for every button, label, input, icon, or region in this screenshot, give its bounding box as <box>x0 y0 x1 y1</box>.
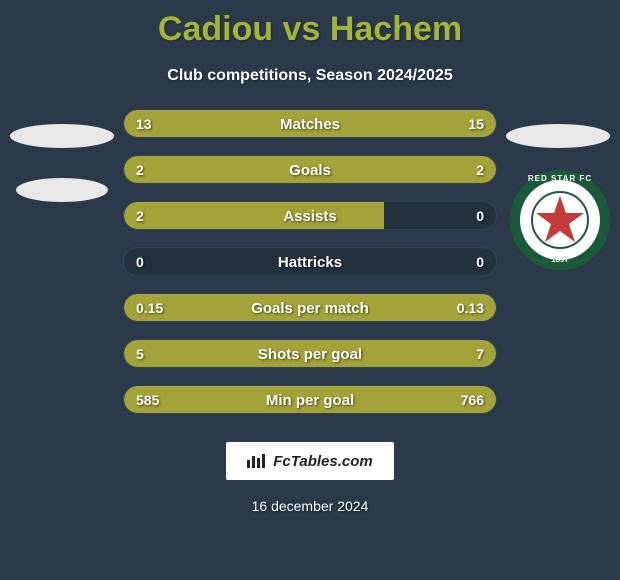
stat-row: 13Matches15 <box>123 109 497 138</box>
player-left-placeholder-1 <box>10 124 114 148</box>
stat-label: Min per goal <box>124 386 496 413</box>
stat-value-right: 766 <box>461 386 484 413</box>
stat-label: Matches <box>124 110 496 137</box>
stat-value-right: 2 <box>476 156 484 183</box>
stat-value-right: 0 <box>476 202 484 229</box>
stat-row: 0Hattricks0 <box>123 247 497 276</box>
stat-label: Goals per match <box>124 294 496 321</box>
player-left-placeholder-2 <box>16 178 108 202</box>
stat-row: 5Shots per goal7 <box>123 339 497 368</box>
stat-label: Hattricks <box>124 248 496 275</box>
stat-value-right: 0 <box>476 248 484 275</box>
date-text: 16 december 2024 <box>0 498 620 514</box>
branding-badge[interactable]: FcTables.com <box>226 442 394 480</box>
badge-year: 1897 <box>510 255 610 264</box>
club-badge-redstar: RED STAR FC 1897 <box>510 170 610 270</box>
stat-row: 0.15Goals per match0.13 <box>123 293 497 322</box>
subtitle: Club competitions, Season 2024/2025 <box>0 67 620 85</box>
stat-value-right: 0.13 <box>457 294 484 321</box>
branding-text: FcTables.com <box>273 453 372 470</box>
stats-area: 13Matches152Goals22Assists00Hattricks00.… <box>123 109 497 414</box>
stat-value-right: 15 <box>468 110 484 137</box>
page-title: Cadiou vs Hachem <box>0 0 620 49</box>
star-icon <box>530 190 590 250</box>
chart-bars-icon <box>247 454 267 468</box>
stat-label: Shots per goal <box>124 340 496 367</box>
player-right-placeholder <box>506 124 610 148</box>
stat-label: Goals <box>124 156 496 183</box>
stat-value-right: 7 <box>476 340 484 367</box>
stat-row: 585Min per goal766 <box>123 385 497 414</box>
stat-row: 2Assists0 <box>123 201 497 230</box>
stat-label: Assists <box>124 202 496 229</box>
stat-row: 2Goals2 <box>123 155 497 184</box>
